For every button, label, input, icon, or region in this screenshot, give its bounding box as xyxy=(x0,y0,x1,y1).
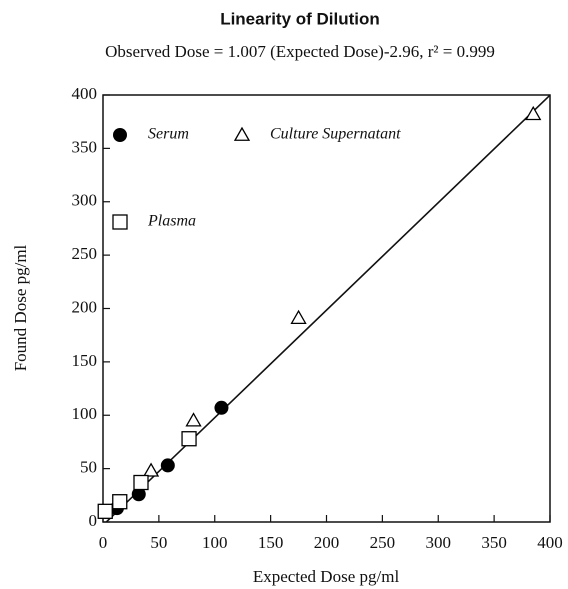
point xyxy=(142,462,160,477)
y-tick-label: 400 xyxy=(72,84,98,103)
chart-title: Linearity of Dilution xyxy=(220,9,380,28)
point xyxy=(160,458,175,473)
point xyxy=(185,412,202,427)
point xyxy=(525,105,542,121)
x-tick-label: 300 xyxy=(426,533,452,552)
y-axis-label: Found Dose pg/ml xyxy=(11,244,30,371)
chart-subtitle: Observed Dose = 1.007 (Expected Dose)-2.… xyxy=(105,42,495,61)
x-axis-label: Expected Dose pg/ml xyxy=(253,567,400,586)
fit-line-group xyxy=(105,95,550,522)
point xyxy=(112,494,128,510)
y-tick-label: 150 xyxy=(72,351,98,370)
x-tick-label: 400 xyxy=(537,533,563,552)
point xyxy=(133,474,149,491)
y-tick-label: 250 xyxy=(72,244,98,263)
x-tick-label: 50 xyxy=(150,533,167,552)
legend-text: Culture Supernatant xyxy=(270,126,401,143)
y-tick-label: 200 xyxy=(72,297,98,316)
x-tick-label: 200 xyxy=(314,533,340,552)
point xyxy=(181,431,197,447)
y-tick-label: 350 xyxy=(72,137,98,156)
y-tick-label: 0 xyxy=(89,511,98,530)
legend-text: Serum xyxy=(148,126,189,143)
y-tick-label: 300 xyxy=(72,191,98,210)
x-tick-label: 250 xyxy=(370,533,396,552)
x-tick-label: 350 xyxy=(481,533,507,552)
x-tick-label: 150 xyxy=(258,533,284,552)
point xyxy=(290,309,307,325)
legend-marker xyxy=(113,128,127,142)
x-tick-label: 0 xyxy=(99,533,108,552)
y-tick-label: 100 xyxy=(72,404,98,423)
point xyxy=(214,400,229,415)
legend-text: Plasma xyxy=(147,213,196,230)
legend-marker xyxy=(233,126,251,141)
point xyxy=(97,503,113,519)
point xyxy=(131,487,146,502)
legend-marker xyxy=(112,214,128,230)
fit-line xyxy=(105,95,550,522)
x-tick-label: 100 xyxy=(202,533,228,552)
y-tick-label: 50 xyxy=(80,458,97,477)
